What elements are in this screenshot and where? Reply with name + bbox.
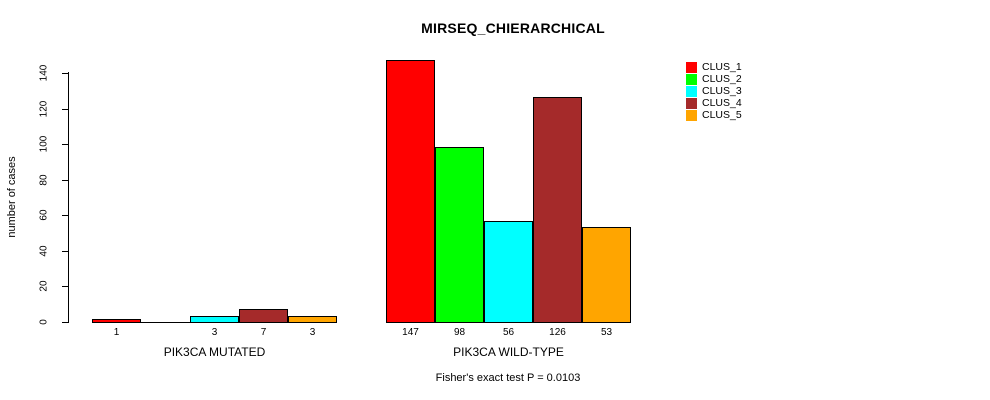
bar-value-label-clus_4-group2: 126: [549, 327, 566, 338]
legend-item-clus_4: CLUS_4: [686, 98, 742, 109]
y-tick-120: [62, 109, 68, 110]
legend-swatch-clus_4: [686, 98, 697, 109]
y-tick-60: [62, 215, 68, 216]
y-tick-label-120: 120: [38, 100, 50, 118]
annotation-text: Fisher's exact test P = 0.0103: [435, 372, 581, 384]
bar-clus_3-group1: [190, 316, 239, 323]
y-tick-label-20: 20: [38, 280, 50, 292]
legend-swatch-clus_1: [686, 62, 697, 73]
y-tick-100: [62, 144, 68, 145]
bar-value-label-clus_3-group1: 3: [211, 327, 218, 338]
y-tick-140: [62, 73, 68, 74]
y-axis-line: [68, 72, 69, 323]
legend-label-clus_2: CLUS_2: [702, 73, 742, 85]
bar-clus_5-group2: [582, 227, 631, 323]
x-group-label-mutated: PIK3CA MUTATED: [163, 345, 266, 359]
legend-item-clus_2: CLUS_2: [686, 74, 742, 85]
legend-item-clus_1: CLUS_1: [686, 62, 742, 73]
legend-item-clus_3: CLUS_3: [686, 86, 742, 97]
y-tick-label-60: 60: [38, 209, 50, 221]
y-tick-80: [62, 180, 68, 181]
y-axis-title: number of cases: [6, 156, 18, 238]
bar-value-label-clus_4-group1: 7: [260, 327, 267, 338]
chart-title: MIRSEQ_CHIERARCHICAL: [421, 20, 605, 36]
bar-value-label-clus_1-group1: 1: [113, 327, 120, 338]
bar-clus_5-group1: [288, 316, 337, 323]
legend-label-clus_4: CLUS_4: [702, 97, 742, 109]
bar-clus_2-group2: [435, 147, 484, 323]
x-group-label-wild-type: PIK3CA WILD-TYPE: [453, 345, 564, 359]
legend-label-clus_1: CLUS_1: [702, 61, 742, 73]
legend-swatch-clus_5: [686, 110, 697, 121]
y-tick-label-140: 140: [38, 64, 50, 82]
bar-clus_3-group2: [484, 221, 533, 323]
y-tick-0: [62, 322, 68, 323]
bar-clus_1-group1: [92, 319, 141, 323]
y-tick-label-0: 0: [38, 319, 50, 325]
legend-item-clus_5: CLUS_5: [686, 110, 742, 121]
bar-value-label-clus_1-group2: 147: [402, 327, 419, 338]
y-tick-label-100: 100: [38, 135, 50, 153]
y-tick-20: [62, 286, 68, 287]
bar-value-label-clus_2-group2: 98: [453, 327, 466, 338]
bar-clus_2-group1: [141, 322, 190, 323]
y-tick-label-80: 80: [38, 174, 50, 186]
legend-swatch-clus_3: [686, 86, 697, 97]
bar-clus_1-group2: [386, 60, 435, 323]
legend-swatch-clus_2: [686, 74, 697, 85]
y-tick-40: [62, 251, 68, 252]
bar-value-label-clus_5-group2: 53: [600, 327, 613, 338]
legend: CLUS_1 CLUS_2 CLUS_3 CLUS_4 CLUS_5: [686, 62, 742, 121]
bar-value-label-clus_5-group1: 3: [309, 327, 316, 338]
y-tick-label-40: 40: [38, 245, 50, 257]
bar-clus_4-group1: [239, 309, 288, 323]
legend-label-clus_5: CLUS_5: [702, 109, 742, 121]
bar-clus_4-group2: [533, 97, 582, 323]
bar-value-label-clus_3-group2: 56: [502, 327, 515, 338]
legend-label-clus_3: CLUS_3: [702, 85, 742, 97]
